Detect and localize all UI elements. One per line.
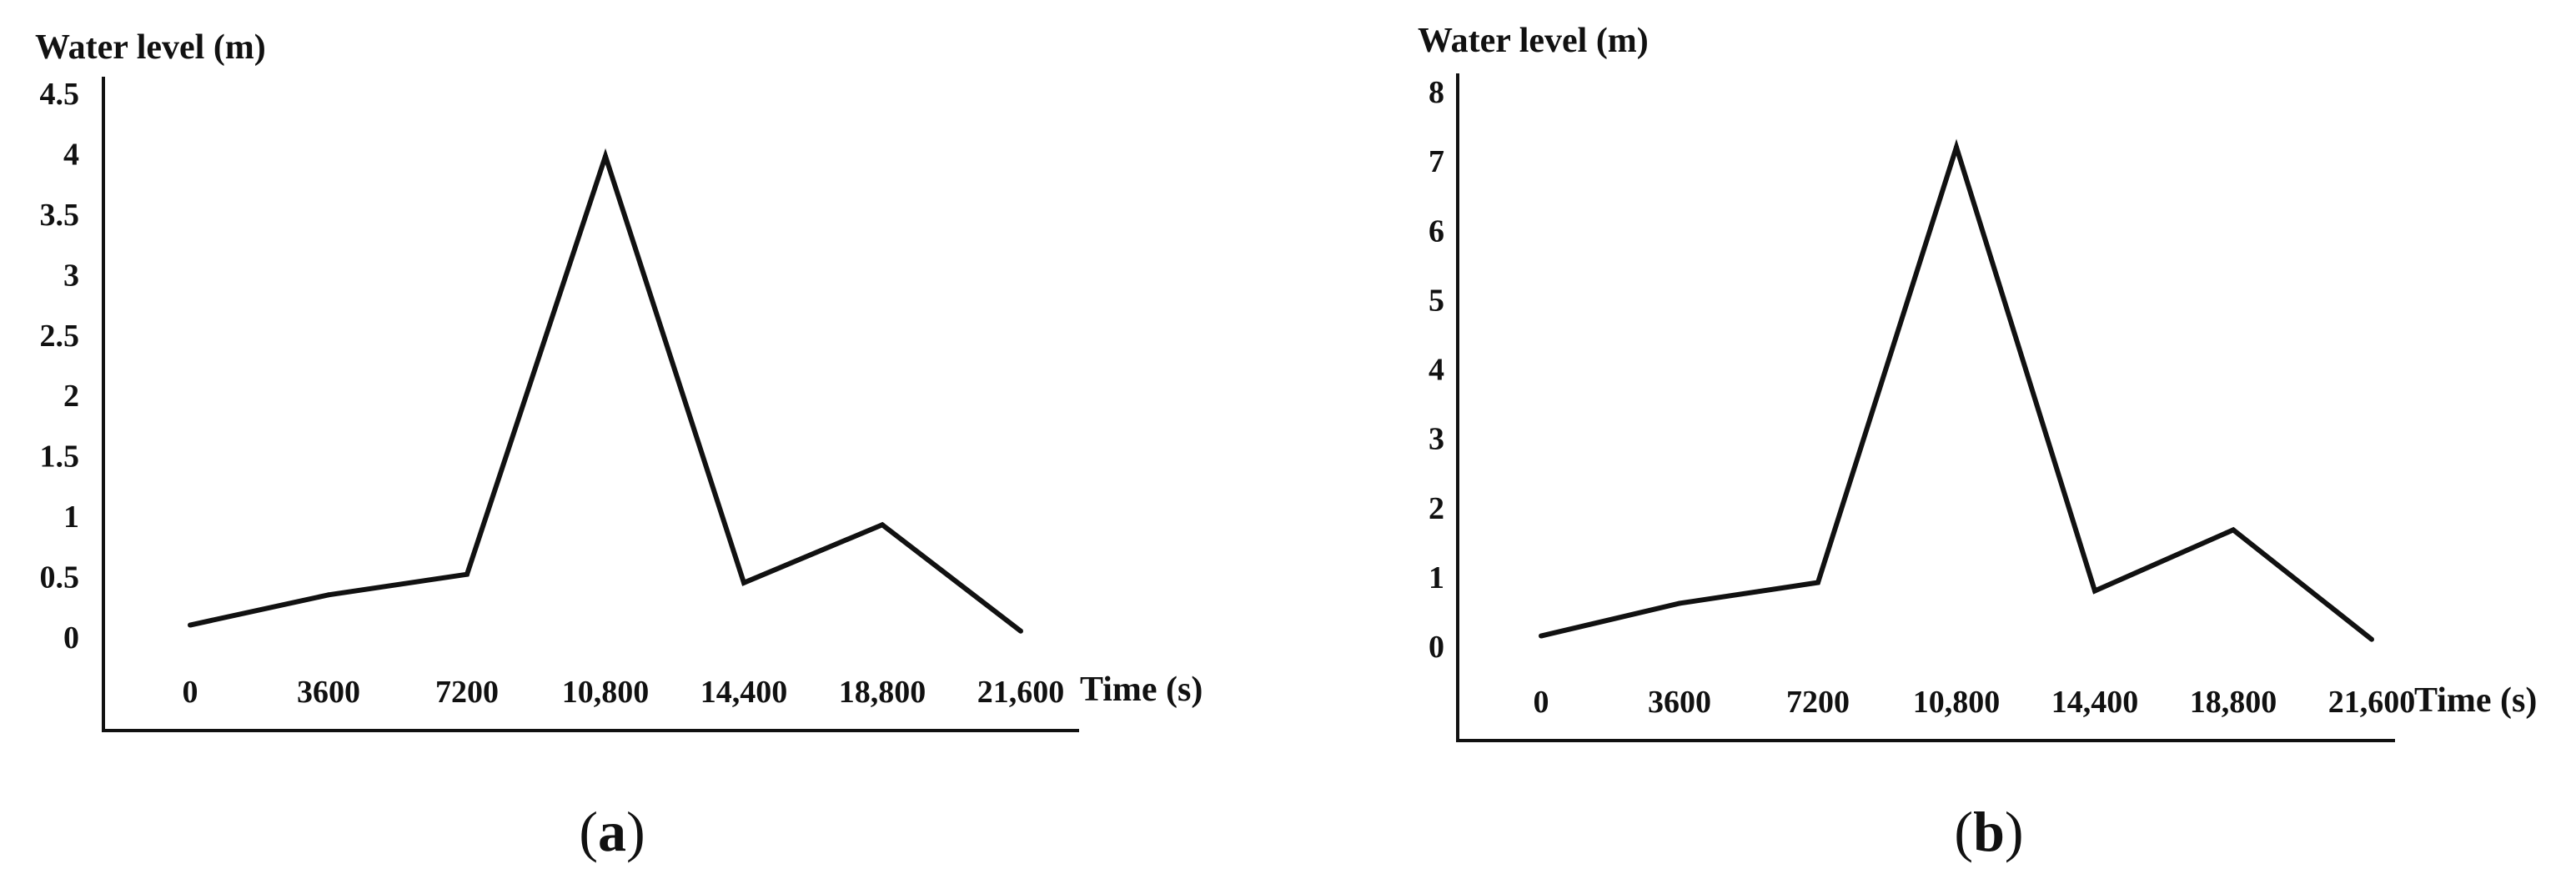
y-axis-title: Water level (m)	[35, 28, 266, 67]
chart-panel-a: Water level (m) 0 0.5 1 1.5 2 2.5 3 3.5 4 4.5 0 36…	[35, 28, 1203, 863]
chart-panel-b: Water level (m) 0 1 2 3 4 5 6 7 8 0 3600 7200 10,80…	[1418, 22, 2537, 863]
data-point	[1815, 580, 1820, 585]
y-tick-label: 4	[1429, 353, 1444, 388]
panel-label-a: (a)	[579, 800, 645, 863]
x-axis-title: Time (s)	[2414, 681, 2537, 720]
x-tick-label: 7200	[435, 675, 499, 710]
y-tick-labels: 0 1 2 3 4 5 6 7 8	[1429, 75, 1444, 665]
x-tick-label: 10,800	[562, 675, 650, 710]
x-tick-label: 18,800	[2190, 685, 2277, 720]
x-tick-label: 21,600	[977, 675, 1065, 710]
data-point	[2092, 588, 2097, 594]
data-point	[1677, 600, 1682, 606]
water-level-line	[189, 148, 1022, 634]
x-tick-label: 3600	[1648, 685, 1711, 720]
panel-label-b: (b)	[1954, 800, 2023, 863]
x-tick-label: 7200	[1786, 685, 1850, 720]
x-tick-label: 21,600	[2328, 685, 2416, 720]
data-point	[741, 580, 746, 585]
y-tick-label: 6	[1429, 213, 1444, 249]
y-tick-label: 4	[63, 137, 79, 172]
data-point	[2231, 527, 2236, 533]
x-tick-labels: 0 3600 7200 10,800 14,400 18,800 21,600	[1534, 685, 2416, 720]
y-tick-label: 8	[1429, 75, 1444, 110]
y-tick-label: 2.5	[40, 319, 80, 354]
y-tick-label: 3	[63, 258, 79, 293]
data-point	[464, 571, 470, 577]
water-level-line	[1540, 138, 2373, 642]
y-tick-label: 0	[63, 620, 79, 655]
y-tick-label: 3.5	[40, 198, 80, 233]
y-tick-label: 5	[1429, 283, 1444, 318]
data-point	[2369, 636, 2374, 642]
y-tick-label: 1	[63, 500, 79, 535]
data-point	[603, 153, 608, 159]
data-point	[880, 522, 885, 528]
y-tick-label: 7	[1429, 144, 1444, 179]
y-tick-label: 2	[1429, 491, 1444, 526]
data-point	[188, 622, 193, 628]
y-tick-label: 1.5	[40, 439, 80, 475]
x-tick-labels: 0 3600 7200 10,800 14,400 18,800 21,600	[183, 675, 1065, 710]
data-point	[1018, 628, 1023, 634]
x-tick-label: 18,800	[839, 675, 926, 710]
y-tick-labels: 0 0.5 1 1.5 2 2.5 3 3.5 4 4.5	[40, 77, 80, 655]
panel-letter: a	[598, 800, 626, 863]
x-axis-title: Time (s)	[1080, 671, 1203, 709]
x-tick-label: 0	[183, 675, 198, 710]
y-tick-label: 1	[1429, 560, 1444, 595]
y-tick-label: 2	[63, 379, 79, 414]
panel-letter: b	[1973, 800, 2005, 863]
y-tick-label: 0	[1429, 630, 1444, 665]
data-point	[1954, 144, 1959, 150]
x-tick-label: 0	[1534, 685, 1549, 720]
data-point	[326, 592, 331, 598]
x-tick-label: 10,800	[1913, 685, 2001, 720]
x-tick-label: 14,400	[2051, 685, 2139, 720]
y-tick-label: 0.5	[40, 560, 80, 595]
y-tick-label: 3	[1429, 422, 1444, 457]
data-points	[1539, 144, 2374, 642]
x-tick-label: 14,400	[700, 675, 788, 710]
x-tick-label: 3600	[297, 675, 360, 710]
y-axis-title: Water level (m)	[1418, 22, 1649, 60]
data-point	[1539, 633, 1544, 639]
y-tick-label: 4.5	[40, 77, 80, 112]
data-points	[188, 153, 1023, 634]
